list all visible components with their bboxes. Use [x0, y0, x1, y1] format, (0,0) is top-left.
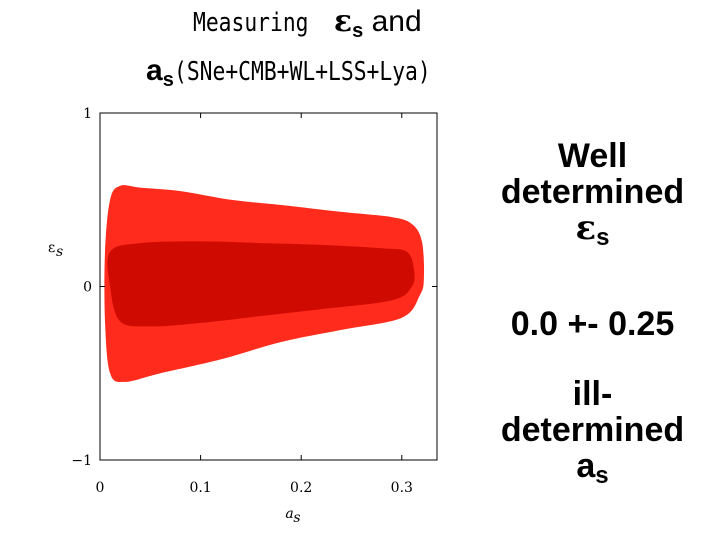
well-symbol-line: εs — [470, 210, 715, 256]
x-tick-label: 0.3 — [391, 480, 413, 496]
well-epsilon-subscript: s — [596, 224, 610, 251]
contour-layer — [104, 185, 425, 382]
title-datasets: (SNe+CMB+WL+LSS+Lya) — [173, 57, 431, 87]
y-tick-label: −1 — [71, 453, 92, 469]
title-epsilon-subscript: s — [352, 20, 364, 42]
x-axis-label-symbol: a — [285, 506, 293, 522]
contour-inner — [107, 241, 415, 327]
title-epsilon-symbol: ε — [333, 4, 353, 39]
ill-a-symbol: a — [576, 447, 596, 485]
title-measuring: Measuring — [193, 8, 309, 38]
x-axis-label-subscript: s — [293, 510, 300, 526]
y-tick-label: 1 — [83, 106, 92, 122]
x-tick-label: 0.2 — [290, 480, 312, 496]
ill-a-subscript: s — [595, 462, 609, 489]
annotation-panel: Well determined εs 0.0 +- 0.25 ill- dete… — [470, 138, 715, 494]
y-axis-label-subscript: s — [56, 244, 63, 260]
y-axis-label: ε s — [48, 240, 63, 260]
title-line-1: Measuring εs and — [193, 2, 422, 51]
well-line-2: determined — [500, 173, 685, 211]
title-and: and — [363, 5, 422, 38]
x-tick-label: 0 — [96, 480, 105, 496]
tick-layer: 0 0.1 0.2 0.3−101 — [71, 106, 437, 496]
title-a-subscript: s — [162, 69, 174, 91]
ill-line-1: ill- — [572, 375, 613, 413]
ill-symbol-line: as — [470, 448, 715, 494]
y-axis-label-symbol: ε — [48, 240, 55, 256]
epsilon-value: 0.0 +- 0.25 — [510, 305, 675, 343]
x-tick-label: 0.1 — [189, 480, 211, 496]
well-line-1: Well — [557, 137, 628, 175]
title-line-2: as(SNe+CMB+WL+LSS+Lya) — [146, 51, 487, 100]
y-tick-label: 0 — [83, 280, 92, 296]
x-axis-label: a s — [285, 506, 300, 526]
well-epsilon-symbol: ε — [575, 208, 597, 248]
title-a-symbol: a — [146, 54, 163, 87]
ill-line-2: determined — [500, 411, 685, 449]
